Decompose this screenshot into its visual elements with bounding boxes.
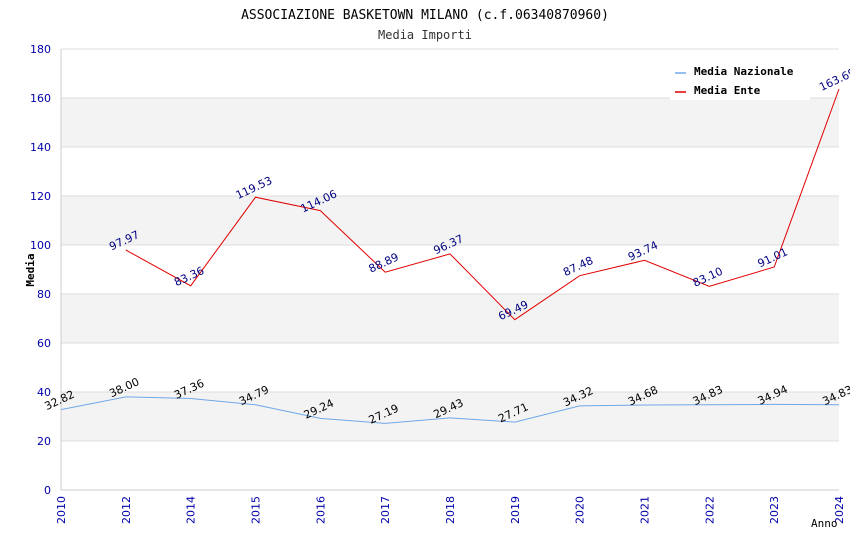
- data-label: 88.89: [367, 251, 401, 276]
- y-tick-label: 180: [30, 43, 51, 56]
- x-tick-label: 2024: [833, 496, 846, 524]
- x-axis-label: Anno: [811, 517, 838, 530]
- x-tick-label: 2023: [768, 496, 781, 524]
- legend-label-media-nazionale: Media Nazionale: [694, 65, 794, 78]
- y-tick-label: 0: [44, 484, 51, 497]
- y-tick-label: 20: [37, 435, 51, 448]
- series-line-media-nazionale: [60, 396, 840, 424]
- x-tick-label: 2018: [444, 496, 457, 524]
- legend: Media Nazionale Media Ente: [670, 58, 810, 100]
- x-tick-labels: 2010 2012 2014 2015 2016 2017 2018 2019 2020 2021…: [55, 496, 846, 524]
- legend-box: [670, 58, 810, 100]
- data-label: 87.48: [561, 254, 595, 279]
- x-tick-label: 2015: [250, 496, 263, 524]
- y-tick-label: 100: [30, 239, 51, 252]
- series-line-media-ente: [125, 88, 840, 321]
- x-tick-label: 2016: [314, 496, 327, 524]
- x-tick-label: 2020: [574, 496, 587, 524]
- legend-label-media-ente: Media Ente: [694, 84, 761, 97]
- grid-band: [61, 196, 839, 245]
- data-label: 163.69: [817, 66, 850, 94]
- x-tick-label: 2010: [55, 496, 68, 524]
- y-tick-label: 60: [37, 337, 51, 350]
- grid-bands: [61, 98, 839, 441]
- grid-band: [61, 98, 839, 147]
- x-tick-label: 2017: [379, 496, 392, 524]
- x-tick-label: 2019: [509, 496, 522, 524]
- chart-title: ASSOCIAZIONE BASKETOWN MILANO (c.f.06340…: [241, 8, 609, 23]
- x-tick-label: 2021: [639, 496, 652, 524]
- y-tick-label: 120: [30, 190, 51, 203]
- y-tick-labels: 0 20 40 60 80 100 120 140 160 180: [30, 43, 51, 497]
- y-axis-label: Media: [24, 253, 37, 286]
- y-tick-label: 40: [37, 386, 51, 399]
- data-label: 91.01: [756, 245, 790, 270]
- x-tick-label: 2014: [185, 496, 198, 524]
- y-tick-label: 140: [30, 141, 51, 154]
- y-tick-label: 80: [37, 288, 51, 301]
- x-tick-label: 2022: [703, 496, 716, 524]
- grid-band: [61, 392, 839, 441]
- y-tick-label: 160: [30, 92, 51, 105]
- grid-band: [61, 294, 839, 343]
- chart-subtitle: Media Importi: [378, 28, 472, 42]
- series-group: [60, 88, 840, 424]
- x-tick-label: 2012: [120, 496, 133, 524]
